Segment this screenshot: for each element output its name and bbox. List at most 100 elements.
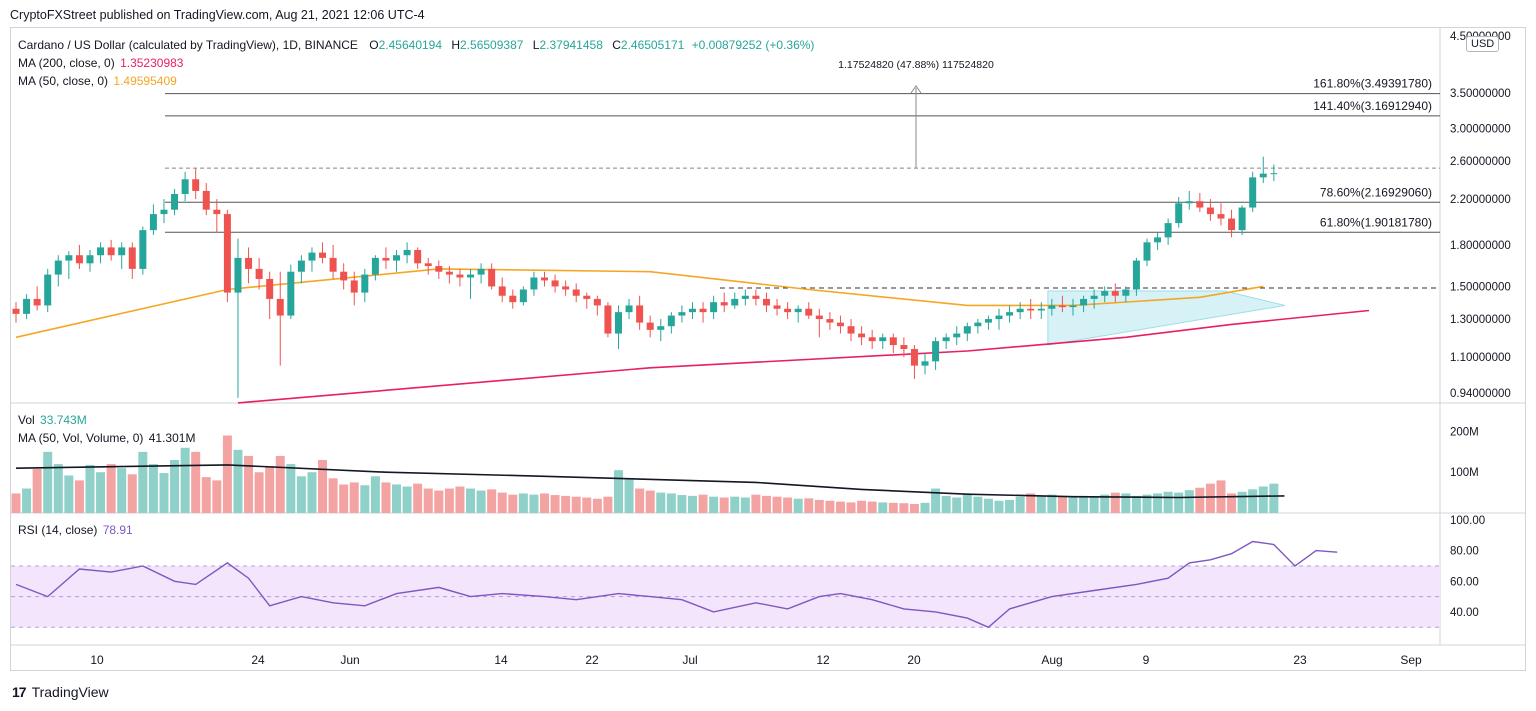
candle-body xyxy=(932,341,940,362)
chart-frame[interactable] xyxy=(10,27,1526,671)
volume-bar xyxy=(1142,494,1152,513)
volume-bar xyxy=(1195,487,1205,513)
candle-body xyxy=(900,345,908,350)
candle-body xyxy=(815,315,823,320)
volume-bar xyxy=(381,482,391,513)
candle-body xyxy=(128,247,136,269)
fib-level-label: 141.40%(3.16912940) xyxy=(1313,99,1432,113)
volume-bar xyxy=(508,494,518,513)
candle-body xyxy=(593,298,601,306)
volume-bar xyxy=(603,496,613,513)
volume-bar xyxy=(1184,490,1194,513)
measured-move-label: 1.17524820 (47.88%) 117524820 xyxy=(838,59,994,71)
ma50-line xyxy=(15,268,1264,339)
legend-o-label: O xyxy=(369,38,379,52)
candle-body xyxy=(604,305,612,334)
candle-body xyxy=(614,312,622,334)
candle-body xyxy=(139,230,147,269)
candle-body xyxy=(974,322,982,327)
price-tick-label: 2.60000000 xyxy=(1450,156,1511,168)
candle-body xyxy=(953,333,961,338)
volume-bar xyxy=(793,498,803,513)
candle-body xyxy=(910,349,918,366)
candle-body xyxy=(181,179,189,194)
candle-body xyxy=(171,193,179,210)
time-tick-label: 12 xyxy=(816,653,830,667)
legend-ma50-label: MA (50, close, 0) xyxy=(18,74,109,88)
candle-body xyxy=(97,247,105,256)
candle-body xyxy=(329,257,337,272)
volume-bar xyxy=(117,468,127,513)
candle-body xyxy=(1228,218,1236,231)
volume-bar xyxy=(1079,495,1089,513)
volume-bar xyxy=(920,502,930,513)
volume-bar xyxy=(212,480,222,513)
volume-bar xyxy=(1258,486,1268,513)
volume-bar xyxy=(402,486,412,513)
candle-body xyxy=(223,214,231,293)
volume-bar xyxy=(286,464,296,513)
candle-body xyxy=(23,298,31,314)
candle-body xyxy=(467,274,475,278)
volume-bar xyxy=(1110,492,1120,513)
legend-ma50-value: 1.49595409 xyxy=(113,74,177,88)
volume-bar xyxy=(624,478,634,513)
volume-bar xyxy=(761,495,771,513)
tradingview-name: TradingView xyxy=(31,684,109,700)
volume-bar xyxy=(1153,493,1163,513)
candle-body xyxy=(44,274,52,306)
time-tick-label: 9 xyxy=(1143,653,1150,667)
candle-body xyxy=(1259,173,1267,178)
volume-bar xyxy=(265,466,275,513)
volume-bar xyxy=(127,474,137,513)
volume-bar xyxy=(275,455,285,513)
legend-ma50: MA (50, close, 0) 1.49595409 xyxy=(18,74,177,88)
candle-body xyxy=(636,305,644,323)
volume-bar xyxy=(466,488,476,513)
candle-body xyxy=(1058,305,1066,308)
legend-vol-ma: MA (50, Vol, Volume, 0) 41.301M xyxy=(18,431,195,445)
volume-bar xyxy=(318,460,328,513)
candle-body xyxy=(1249,177,1257,208)
candle-body xyxy=(1016,308,1024,313)
candle-body xyxy=(308,252,316,261)
volume-bar xyxy=(423,488,433,513)
time-tick-label: 10 xyxy=(90,653,104,667)
price-tick-label: 3.00000000 xyxy=(1450,123,1511,135)
currency-button[interactable]: USD xyxy=(1466,36,1500,52)
candle-body xyxy=(646,322,654,330)
volume-bar xyxy=(296,476,306,513)
volume-bar xyxy=(43,451,53,513)
volume-bar xyxy=(233,449,243,513)
candle-body xyxy=(75,255,83,264)
candle-body xyxy=(255,268,263,279)
tradingview-brand[interactable]: 17 TradingView xyxy=(12,684,109,700)
ma200-line xyxy=(237,309,1370,404)
rsi-tick-label: 100.00 xyxy=(1450,515,1485,527)
volume-bar xyxy=(222,435,232,513)
volume-bar xyxy=(983,498,993,513)
candle-body xyxy=(1143,242,1151,261)
candle-body xyxy=(107,247,115,256)
volume-bar xyxy=(571,496,581,513)
volume-bar xyxy=(1100,494,1110,513)
volume-bar xyxy=(709,496,719,513)
candle-body xyxy=(667,315,675,327)
volume-bar xyxy=(814,499,824,513)
candle-body xyxy=(149,214,157,231)
legend-o: 2.45640194 xyxy=(378,38,443,52)
candle-body xyxy=(773,305,781,309)
volume-bar xyxy=(878,502,888,513)
legend-c: 2.46505171 xyxy=(620,38,685,52)
volume-bar xyxy=(1005,499,1015,513)
legend-c-label: C xyxy=(612,38,621,52)
candle-body xyxy=(1175,203,1183,224)
candle-body xyxy=(54,260,62,275)
candle-body xyxy=(1027,308,1035,311)
candle-body xyxy=(741,295,749,299)
candle-body xyxy=(276,298,284,316)
volume-bar xyxy=(740,497,750,513)
time-tick-label: Jun xyxy=(340,653,359,667)
candle-body xyxy=(963,326,971,334)
